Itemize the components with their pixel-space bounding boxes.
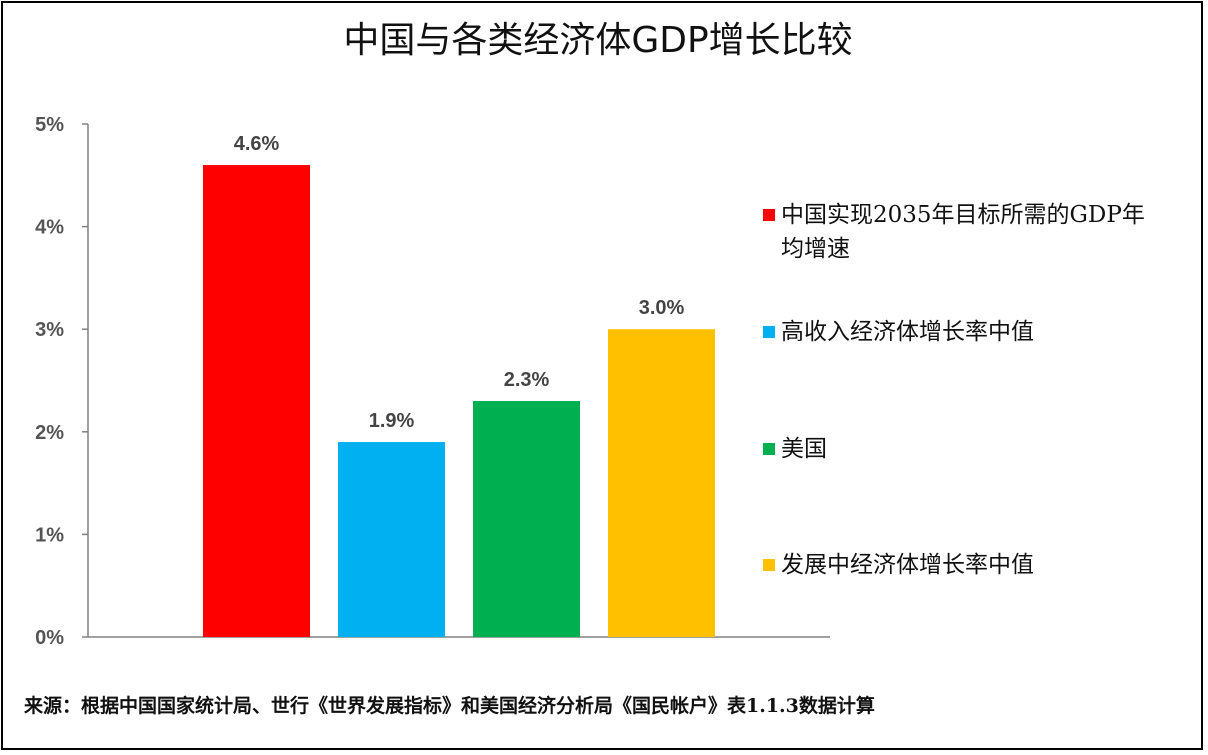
data-label: 1.9% xyxy=(369,410,415,432)
y-tick-label: 0% xyxy=(35,627,64,649)
y-tick-label: 3% xyxy=(35,319,64,341)
legend-label: 中国实现2035年目标所需的GDP年 xyxy=(781,202,1145,228)
bar xyxy=(608,329,715,637)
data-label: 4.6% xyxy=(234,133,280,155)
source-note: 来源：根据中国国家统计局、世行《世界发展指标》和美国经济分析局《国民帐户》表1.… xyxy=(24,694,875,717)
legend-label: 高收入经济体增长率中值 xyxy=(781,319,1034,345)
legend-label: 发展中经济体增长率中值 xyxy=(781,552,1034,578)
y-tick-label: 4% xyxy=(35,217,64,239)
y-tick-label: 2% xyxy=(35,422,64,444)
chart-title: 中国与各类经济体GDP增长比较 xyxy=(343,20,852,61)
legend-label: 均增速 xyxy=(781,236,850,262)
bars: 4.6% 1.9% 2.3% 3.0% xyxy=(203,133,715,638)
legend-swatch xyxy=(763,209,775,221)
legend-label: 美国 xyxy=(781,436,827,462)
bar xyxy=(473,401,580,637)
y-tick-label: 5% xyxy=(35,114,64,136)
bar xyxy=(338,442,445,637)
legend-swatch xyxy=(763,559,775,571)
data-label: 2.3% xyxy=(504,369,550,391)
data-label: 3.0% xyxy=(639,297,685,319)
legend-swatch xyxy=(763,443,775,455)
y-tick-label: 1% xyxy=(35,524,64,546)
bar xyxy=(203,165,310,638)
legend-swatch xyxy=(763,326,775,338)
